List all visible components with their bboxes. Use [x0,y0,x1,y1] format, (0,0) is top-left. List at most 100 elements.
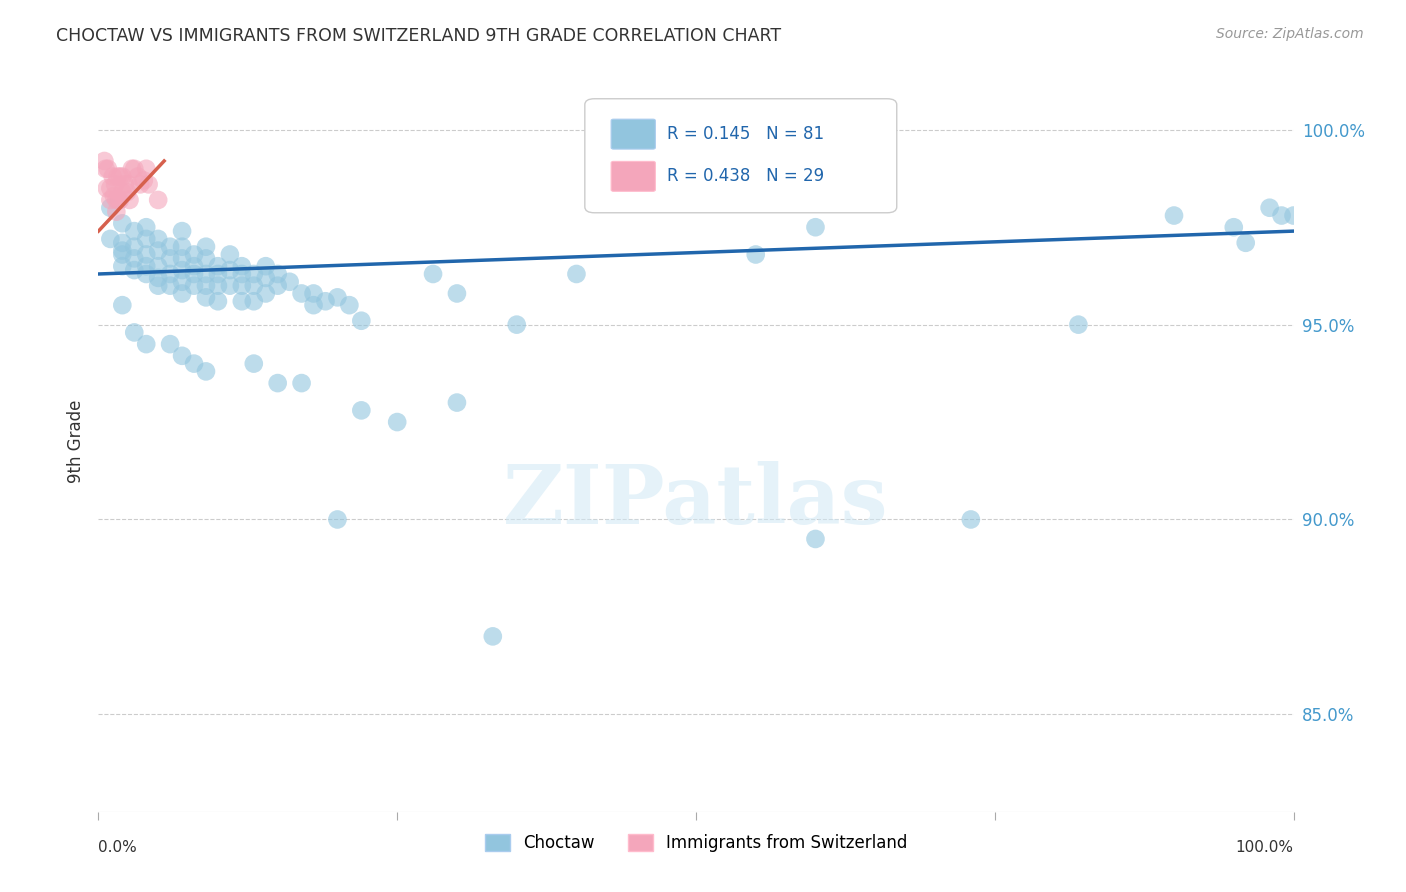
Point [98,193,122,207]
Point [97,161,120,176]
Text: Source: ZipAtlas.com: Source: ZipAtlas.com [1216,27,1364,41]
Point [135,220,157,235]
Point [385,415,409,429]
Y-axis label: 9th Grade: 9th Grade [66,400,84,483]
Text: R = 0.438   N = 29: R = 0.438 N = 29 [668,168,824,186]
Point [135,337,157,351]
Text: 100.0%: 100.0% [1236,840,1294,855]
Point [1282,209,1305,223]
Point [105,204,128,219]
Point [148,259,170,273]
Point [183,278,205,293]
Point [111,244,134,258]
Point [804,532,827,546]
Point [291,286,314,301]
Point [339,298,361,312]
Point [243,278,266,293]
Point [326,290,349,304]
Legend: Choctaw, Immigrants from Switzerland: Choctaw, Immigrants from Switzerland [478,828,914,859]
Point [148,232,170,246]
Point [135,161,157,176]
Point [172,349,194,363]
Point [172,286,194,301]
Point [135,247,157,261]
Point [1258,201,1281,215]
Point [124,224,146,238]
FancyBboxPatch shape [585,99,897,213]
Point [195,267,218,281]
Point [111,185,134,199]
Point [148,244,170,258]
Point [111,169,134,184]
Point [111,247,134,261]
Point [135,259,157,273]
Point [291,376,314,390]
Point [118,193,141,207]
Point [231,267,253,281]
Point [183,357,205,371]
Point [107,193,129,207]
Point [148,193,170,207]
Point [267,278,290,293]
Point [135,267,157,281]
Point [243,357,266,371]
Point [98,201,122,215]
Point [121,161,143,176]
Point [1163,209,1185,223]
Point [111,216,134,230]
Point [93,153,115,168]
Point [195,278,218,293]
Point [243,267,266,281]
Point [124,326,146,340]
Point [195,240,218,254]
Point [207,267,229,281]
Point [219,247,242,261]
Point [207,294,229,309]
Point [804,220,827,235]
Point [98,232,122,246]
Point [183,259,205,273]
Point [124,240,146,254]
FancyBboxPatch shape [612,161,655,191]
Point [302,298,325,312]
Point [506,318,529,332]
Point [107,169,129,184]
Point [111,259,134,273]
Point [172,263,194,277]
Point [129,178,152,192]
Point [446,395,468,409]
Text: ZIPatlas: ZIPatlas [503,461,889,541]
Text: CHOCTAW VS IMMIGRANTS FROM SWITZERLAND 9TH GRADE CORRELATION CHART: CHOCTAW VS IMMIGRANTS FROM SWITZERLAND 9… [56,27,782,45]
Point [960,512,983,526]
Point [159,278,181,293]
Point [254,259,277,273]
Point [745,247,768,261]
Point [254,286,277,301]
Point [207,259,229,273]
Point [422,267,444,281]
Point [481,629,505,643]
Point [1234,235,1257,250]
Point [132,173,155,187]
Point [94,161,117,176]
Point [114,178,136,192]
Point [278,275,301,289]
Point [446,286,468,301]
Point [267,376,290,390]
Point [195,252,218,266]
Point [350,314,373,328]
Point [115,185,138,199]
Point [1271,209,1294,223]
Point [1223,220,1246,235]
Point [183,267,205,281]
Point [350,403,373,417]
Point [138,178,160,192]
Point [231,259,253,273]
Point [98,181,122,195]
Point [159,240,181,254]
Point [135,232,157,246]
Point [243,294,266,309]
Point [103,189,125,203]
Point [302,286,325,301]
Point [267,267,290,281]
